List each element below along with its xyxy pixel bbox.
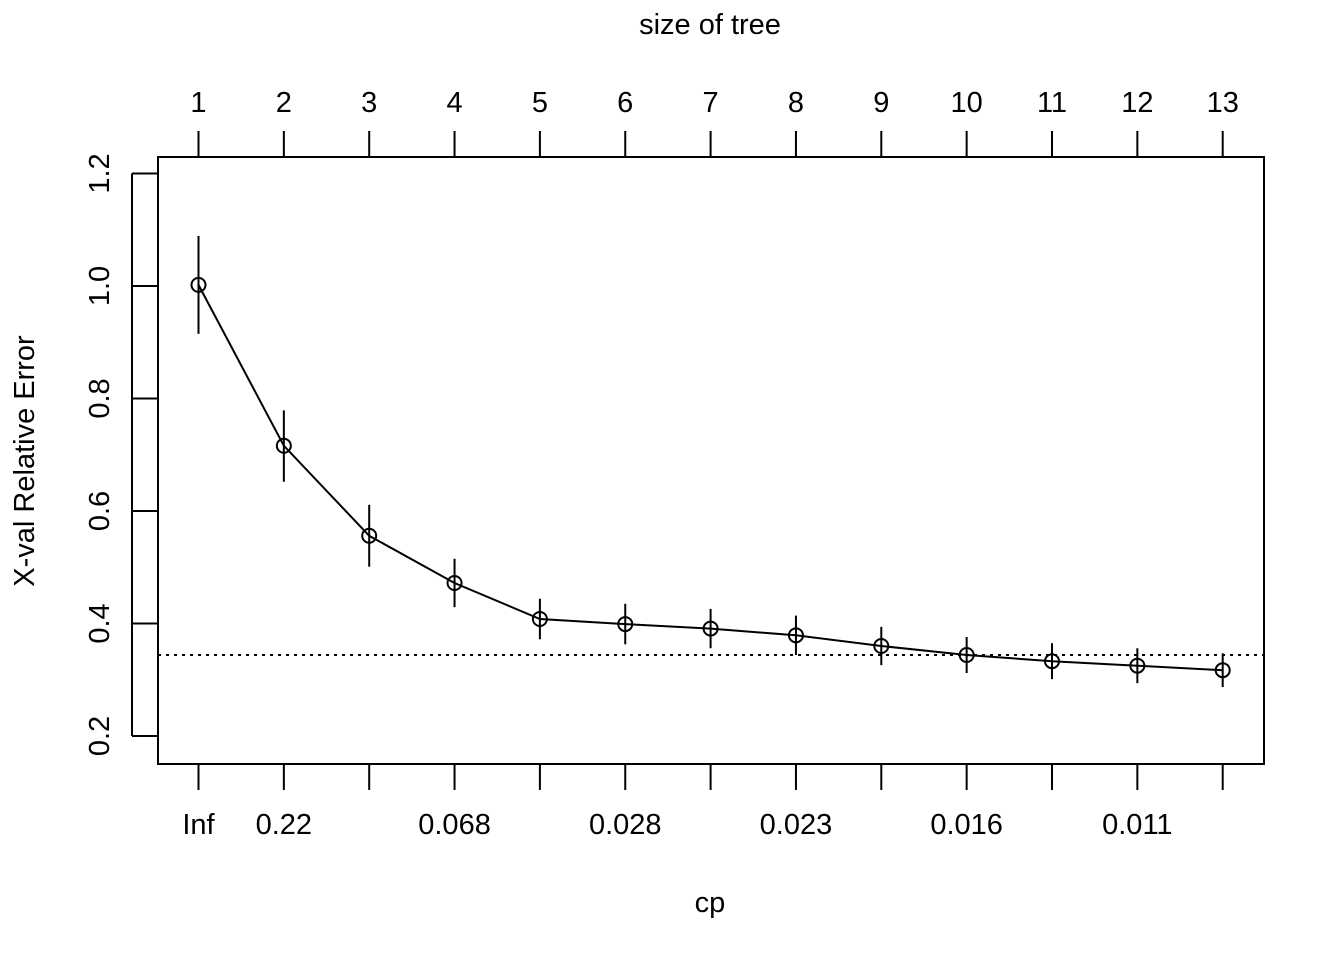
top-tick-label: 13	[1207, 87, 1239, 119]
top-tick-label: 8	[788, 87, 804, 119]
y-tick-label: 0.4	[84, 603, 116, 643]
data-point	[190, 276, 207, 293]
top-tick-label: 4	[446, 87, 462, 119]
x-tick-label: Inf	[182, 809, 215, 841]
x-tick-label: 0.028	[589, 809, 662, 841]
x-tick-label: 0.22	[256, 809, 312, 841]
data-point	[617, 616, 634, 633]
data-point	[702, 620, 719, 637]
x-tick-label: 0.011	[1102, 809, 1172, 841]
data-point	[361, 527, 378, 544]
y-tick-label: 0.6	[84, 491, 116, 531]
y-tick-label: 1.2	[84, 153, 116, 193]
y-tick-label: 0.2	[84, 716, 116, 756]
top-tick-label: 5	[532, 87, 548, 119]
data-point	[873, 638, 890, 654]
top-tick-label: 7	[703, 87, 719, 119]
top-tick-label: 2	[276, 87, 292, 119]
top-tick-label: 12	[1121, 87, 1153, 119]
top-tick-label: 11	[1037, 87, 1067, 119]
data-point	[1214, 662, 1231, 679]
x-axis-title: cp	[695, 887, 726, 919]
data-point	[1044, 653, 1060, 670]
data-point	[1129, 657, 1146, 674]
top-tick-label: 6	[617, 87, 633, 119]
top-axis-title: size of tree	[639, 9, 781, 41]
data-layer	[190, 235, 1231, 688]
data-point	[531, 611, 548, 627]
top-tick-label: 1	[190, 87, 206, 119]
y-axis-title: X-val Relative Error	[9, 335, 41, 587]
x-tick-label: 0.016	[930, 809, 1003, 841]
data-point	[446, 575, 463, 591]
data-point	[275, 437, 292, 454]
x-tick-label: 0.023	[760, 809, 833, 841]
top-tick-label: 10	[951, 87, 983, 119]
y-tick-label: 1.0	[84, 266, 116, 306]
top-tick-label: 9	[873, 87, 889, 119]
y-tick-label: 0.8	[84, 378, 116, 418]
data-point	[958, 647, 975, 663]
plot-frame	[157, 156, 1265, 765]
x-tick-label: 0.068	[418, 809, 491, 841]
top-tick-label: 3	[361, 87, 377, 119]
data-point	[787, 627, 804, 644]
